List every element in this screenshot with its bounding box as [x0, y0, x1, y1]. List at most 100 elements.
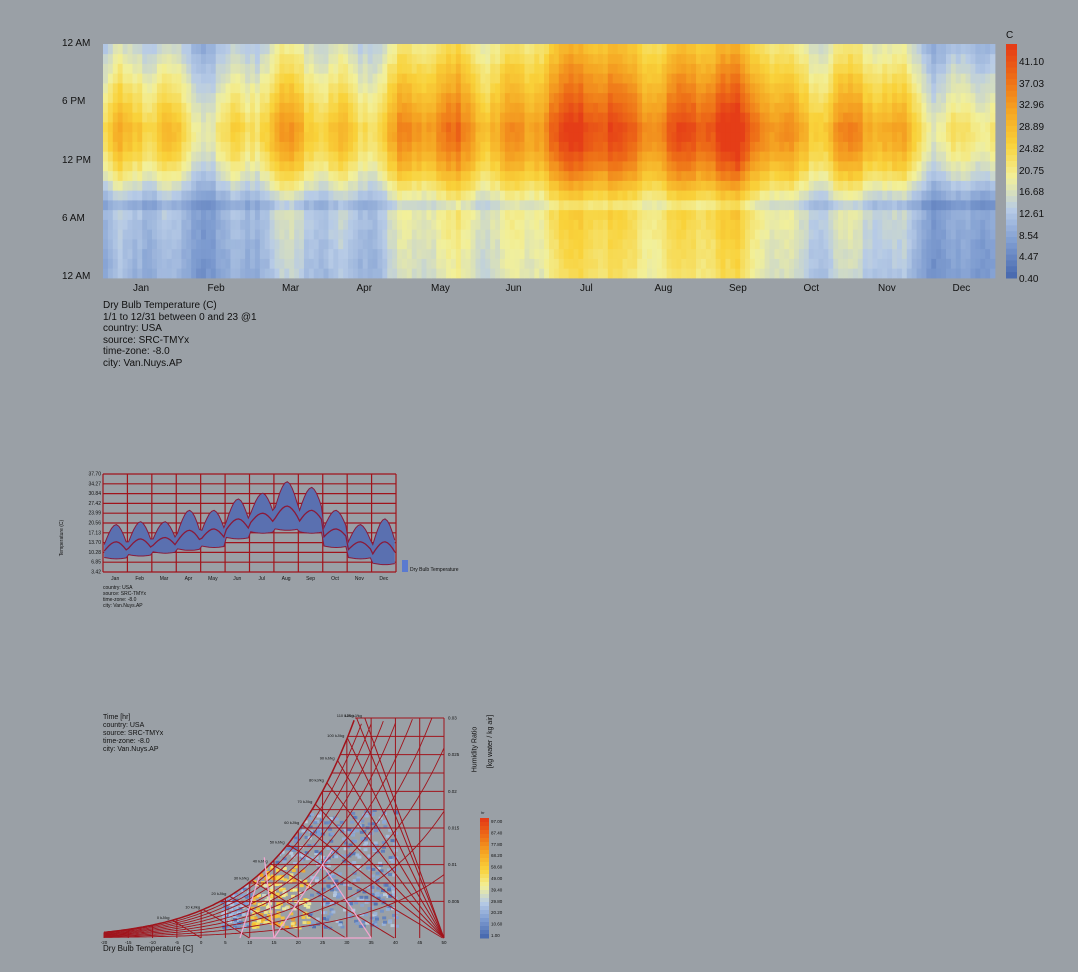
heatmap-cell	[651, 151, 658, 162]
heatmap-cell	[607, 112, 614, 123]
heatmap-cell	[196, 83, 202, 94]
heatmap-cell	[387, 73, 393, 84]
heatmap-cell	[142, 200, 148, 211]
psychro-cell	[252, 921, 257, 925]
heatmap-cell	[250, 219, 256, 230]
heatmap-cell	[152, 268, 158, 279]
heatmap-cell	[798, 141, 805, 152]
heatmap-cell	[240, 239, 246, 250]
heatmap-cell	[450, 63, 457, 74]
heatmap-cell	[392, 44, 398, 55]
heatmap-cell	[509, 229, 516, 240]
heatmap-cell	[367, 112, 373, 123]
heatmap-cell	[137, 44, 143, 55]
heatmap-cell	[480, 141, 486, 152]
heatmap-cell	[705, 151, 712, 162]
heatmap-cell	[524, 53, 530, 64]
heatmap-cell	[617, 92, 623, 103]
heatmap-cell	[715, 180, 721, 191]
heatmap-cell	[284, 44, 290, 55]
heatmap-cell	[196, 73, 202, 84]
heatmap-cell	[284, 239, 290, 250]
heatmap-cell	[289, 141, 295, 152]
heatmap-cell	[112, 73, 119, 84]
heatmap-cell	[911, 190, 917, 201]
heatmap-cell	[210, 219, 217, 230]
heatmap-cell	[142, 161, 148, 172]
heatmap-cell	[181, 180, 187, 191]
heatmap-cell	[965, 73, 971, 84]
heatmap-cell	[754, 151, 761, 162]
heatmap-cell	[828, 209, 834, 220]
psychro-cell	[376, 896, 381, 900]
heatmap-cell	[436, 248, 442, 259]
legend-swatch	[1006, 79, 1017, 86]
heatmap-cell	[877, 219, 883, 230]
heatmap-cell	[661, 170, 668, 181]
heatmap-cell	[764, 92, 770, 103]
heatmap-cell	[887, 170, 893, 181]
heatmap-cell	[166, 112, 173, 123]
heatmap-cell	[539, 268, 545, 279]
heatmap-cell	[828, 219, 834, 230]
heatmap-cell	[441, 131, 447, 142]
psychro-cell	[282, 859, 287, 863]
heatmap-cell	[965, 112, 971, 123]
heatmap-cell	[730, 209, 736, 220]
heatmap-cell	[382, 53, 388, 64]
heatmap-cell	[181, 102, 187, 113]
heatmap-cell	[152, 161, 158, 172]
heatmap-cell	[803, 258, 810, 269]
heatmap-cell	[720, 151, 726, 162]
heatmap-cell	[985, 122, 991, 133]
heatmap-cell	[740, 122, 746, 133]
heatmap-cell	[431, 268, 437, 279]
heatmap-cell	[759, 112, 766, 123]
heatmap-cell	[514, 200, 520, 211]
heatmap-cell	[651, 83, 658, 94]
heatmap-cell	[847, 141, 854, 152]
heatmap-cell	[896, 63, 903, 74]
heatmap-cell	[441, 229, 447, 240]
heatmap-cell	[514, 248, 520, 259]
heatmap-cell	[539, 53, 545, 64]
heatmap-cell	[519, 73, 525, 84]
heatmap-cell	[250, 170, 256, 181]
psychro-cell	[292, 878, 297, 882]
heatmap-cell	[911, 239, 917, 250]
heatmap-cell	[774, 258, 780, 269]
heatmap-cell	[382, 122, 388, 133]
heatmap-cell	[362, 161, 369, 172]
heatmap-cell	[132, 53, 138, 64]
heatmap-cell	[196, 151, 202, 162]
heatmap-cell	[156, 63, 163, 74]
legend-value: 28.89	[1019, 122, 1045, 134]
heatmap-cell	[921, 239, 927, 250]
heatmap-cell	[803, 73, 810, 84]
heatmap-cell	[544, 122, 550, 133]
heatmap-cell	[632, 239, 638, 250]
heatmap-cell	[460, 131, 467, 142]
heatmap-cell	[544, 141, 550, 152]
heatmap-cell	[514, 141, 520, 152]
heatmap-cell	[882, 122, 888, 133]
heatmap-cell	[803, 190, 810, 201]
heatmap-cell	[661, 219, 668, 230]
heatmap-cell	[147, 219, 153, 230]
heatmap-cell	[352, 44, 359, 55]
heatmap-cell	[617, 44, 623, 55]
heatmap-cell	[485, 209, 491, 220]
heatmap-cell	[705, 102, 712, 113]
heatmap-cell	[710, 44, 717, 55]
heatmap-cell	[152, 209, 158, 220]
heatmap-cell	[269, 170, 275, 181]
heatmap-cell	[122, 180, 128, 191]
heatmap-cell	[593, 161, 599, 172]
heatmap-cell	[279, 229, 285, 240]
heatmap-cell	[803, 53, 810, 64]
heatmap-cell	[573, 44, 579, 55]
heatmap-cell	[671, 92, 677, 103]
heatmap-cell	[357, 151, 364, 162]
psychro-cell	[392, 913, 396, 917]
heatmap-cell	[681, 92, 687, 103]
